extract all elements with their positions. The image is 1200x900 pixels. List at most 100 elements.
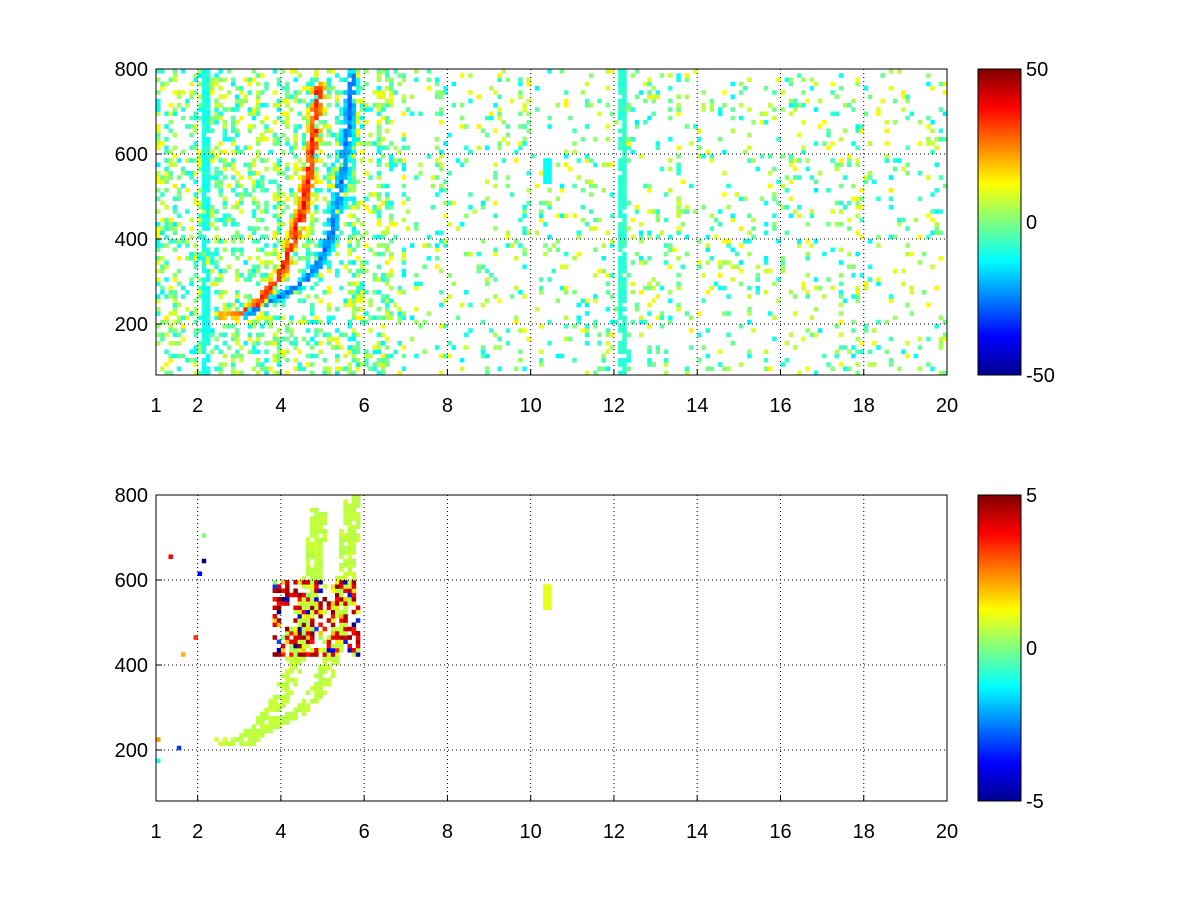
heatmap-cell <box>426 234 432 240</box>
heatmap-cell <box>447 171 452 176</box>
heatmap-cell <box>285 294 290 299</box>
heatmap-cell <box>622 243 627 248</box>
heatmap-cell <box>297 205 303 210</box>
heatmap-cell <box>863 111 869 117</box>
heatmap-cell <box>330 162 336 168</box>
heatmap-cell <box>305 141 311 146</box>
heatmap-cell <box>330 222 336 227</box>
heatmap-cell <box>359 319 365 325</box>
heatmap-cell <box>801 77 806 83</box>
heatmap-cell <box>310 166 315 172</box>
heatmap-cell <box>618 290 623 295</box>
heatmap-cell <box>355 120 361 125</box>
heatmap-cell <box>422 349 427 355</box>
heatmap-cell <box>505 175 511 180</box>
heatmap-cell <box>384 226 390 231</box>
heatmap-cell <box>264 277 269 282</box>
heatmap-cell <box>347 141 352 146</box>
heatmap-cell <box>434 158 440 163</box>
heatmap-cell <box>297 158 303 163</box>
heatmap-cell <box>505 183 511 189</box>
heatmap-cell <box>339 230 344 236</box>
heatmap-cell <box>193 307 198 312</box>
heatmap-cell <box>268 294 273 299</box>
heatmap-cell <box>251 179 257 185</box>
heatmap-cell <box>780 260 785 265</box>
heatmap-cell <box>355 349 361 355</box>
heatmap-cell <box>339 626 344 632</box>
heatmap-cell <box>205 285 211 291</box>
y-tick-label: 800 <box>115 485 148 507</box>
heatmap-cell <box>305 234 311 240</box>
heatmap-cell <box>593 137 598 142</box>
heatmap-cell <box>297 213 303 219</box>
heatmap-cell <box>243 188 248 193</box>
heatmap-cell <box>289 315 294 321</box>
heatmap-cell <box>285 86 290 91</box>
heatmap-cell <box>251 239 257 244</box>
heatmap-cell <box>339 618 344 623</box>
heatmap-cell <box>205 200 211 206</box>
heatmap-cell <box>214 307 219 312</box>
heatmap-cell <box>160 179 165 185</box>
heatmap-cell <box>372 273 377 278</box>
heatmap-cell <box>255 737 261 742</box>
heatmap-cell <box>239 302 244 308</box>
heatmap-cell <box>668 247 673 253</box>
heatmap-cell <box>888 298 894 304</box>
heatmap-cell <box>297 230 303 236</box>
heatmap-cell <box>792 345 798 350</box>
heatmap-cell <box>226 324 232 329</box>
heatmap-cell <box>289 332 294 338</box>
heatmap-cell <box>389 141 394 146</box>
heatmap-cell <box>501 120 506 125</box>
heatmap-cell <box>576 251 581 257</box>
heatmap-cell <box>235 234 240 240</box>
heatmap-cell <box>297 609 303 615</box>
heatmap-cell <box>351 558 357 564</box>
heatmap-cell <box>180 294 186 299</box>
heatmap-cell <box>543 584 548 589</box>
heatmap-cell <box>364 260 369 265</box>
heatmap-cell <box>659 285 665 291</box>
heatmap-cell <box>359 103 365 108</box>
heatmap-cell <box>255 247 261 253</box>
heatmap-cell <box>376 128 382 134</box>
heatmap-cell <box>851 328 856 333</box>
heatmap-cell <box>276 315 282 321</box>
heatmap-cell <box>763 200 769 206</box>
heatmap-cell <box>347 302 352 308</box>
heatmap-cell <box>372 205 377 210</box>
x-tick-label: 1 <box>150 395 161 417</box>
heatmap-cell <box>847 217 852 223</box>
heatmap-cell <box>205 290 211 295</box>
heatmap-cell <box>372 345 377 350</box>
heatmap-cell <box>164 362 169 367</box>
heatmap-cell <box>335 635 340 640</box>
heatmap-cell <box>214 311 219 316</box>
heatmap-cell <box>776 239 781 244</box>
heatmap-cell <box>335 648 340 653</box>
heatmap-cell <box>738 90 744 95</box>
heatmap-cell <box>260 137 265 142</box>
heatmap-cell <box>826 362 831 367</box>
heatmap-cell <box>534 307 540 312</box>
heatmap-cell <box>335 580 340 585</box>
heatmap-cell <box>447 353 452 359</box>
heatmap-cell <box>272 230 278 236</box>
heatmap-cell <box>201 324 207 329</box>
heatmap-cell <box>401 366 407 372</box>
heatmap-cell <box>301 319 307 325</box>
heatmap-cell <box>351 132 357 138</box>
heatmap-cell <box>201 90 207 95</box>
heatmap-cell <box>285 328 290 333</box>
heatmap-cell <box>214 315 219 321</box>
heatmap-cell <box>901 166 906 172</box>
heatmap-cell <box>205 268 211 274</box>
heatmap-cell <box>243 98 248 104</box>
heatmap-cell <box>285 720 290 725</box>
heatmap-cell <box>630 107 636 112</box>
heatmap-cell <box>393 302 398 308</box>
heatmap-cell <box>235 370 240 376</box>
heatmap-cell <box>335 370 340 376</box>
